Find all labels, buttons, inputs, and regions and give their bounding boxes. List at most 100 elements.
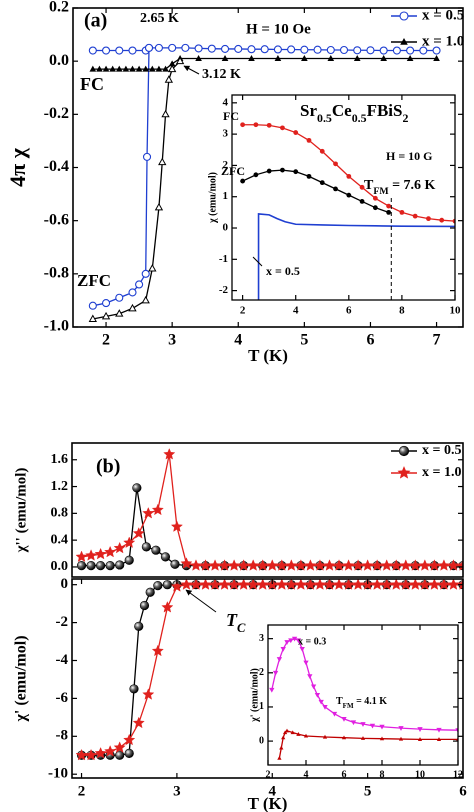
data-point	[455, 728, 458, 733]
data-point	[101, 311, 111, 320]
data-point	[306, 137, 312, 143]
data-point	[260, 45, 269, 54]
x-tick-label: 10	[450, 305, 462, 317]
data-point	[300, 45, 309, 54]
data-point	[398, 726, 404, 731]
data-point	[154, 43, 163, 52]
data-point	[359, 199, 365, 204]
annotation-part: T	[336, 696, 343, 707]
annotation: Sr0.5Ce0.5FBiS2	[300, 101, 408, 125]
data-point	[132, 527, 145, 539]
data-point	[280, 167, 285, 173]
x-tick-label: 4	[269, 783, 277, 799]
data-point	[350, 720, 357, 726]
y-axis-title: 4π χ	[5, 147, 30, 187]
data-point	[144, 43, 154, 52]
x-tick-label: 6	[366, 332, 374, 349]
data-point	[314, 693, 321, 698]
data-point	[175, 56, 185, 65]
y-tick-label: -0.8	[44, 265, 69, 282]
data-point	[163, 448, 176, 460]
data-point	[89, 65, 97, 72]
data-point	[115, 750, 125, 760]
y-tick-label: 2	[259, 667, 264, 678]
y-axis-title: χ' (emu/mol)	[249, 668, 260, 723]
data-point	[280, 125, 285, 131]
data-point	[379, 724, 385, 730]
data-point	[372, 205, 378, 211]
y-tick-label: 4	[223, 96, 229, 108]
annotation: H = 10 G	[386, 149, 433, 163]
data-point	[168, 43, 177, 52]
y-axis-title: χ (emu/mol)	[207, 172, 218, 224]
data-point	[247, 45, 256, 54]
x-tick-label: 10	[415, 769, 425, 780]
y-tick-label: 0.4	[51, 532, 69, 547]
data-point	[339, 45, 349, 55]
annotation: (a)	[84, 10, 107, 32]
x-tick-label: 5	[300, 332, 308, 349]
data-point	[102, 299, 111, 308]
data-point	[105, 561, 115, 571]
x-tick-label: 2	[266, 769, 271, 780]
data-point	[75, 550, 88, 563]
annotation: 2.65 K	[140, 11, 179, 26]
data-point	[360, 722, 366, 727]
data-point	[85, 748, 98, 761]
data-point	[372, 195, 378, 201]
annotation: FC	[80, 74, 104, 94]
inset-background	[268, 625, 458, 765]
data-point	[94, 547, 107, 560]
legend-label: x = 1.0	[422, 465, 461, 480]
data-point	[132, 716, 145, 729]
y-tick-label: 0.2	[49, 0, 69, 16]
data-point	[76, 561, 87, 571]
annotation: (b)	[96, 456, 120, 478]
data-point	[162, 580, 172, 590]
y-axis-title: χ'' (emu/mol)	[13, 468, 29, 554]
data-point	[129, 684, 139, 694]
y-tick-label: -0.6	[44, 211, 69, 228]
data-point	[248, 55, 255, 61]
plot-frame	[72, 7, 464, 328]
data-point	[392, 46, 401, 55]
data-point	[360, 736, 366, 740]
annotation: TC	[226, 610, 246, 635]
data-point	[124, 555, 134, 565]
data-point	[322, 734, 328, 739]
annotation-part: FBiS	[367, 101, 403, 120]
data-point	[253, 172, 259, 178]
data-point	[426, 216, 431, 222]
data-point	[161, 109, 170, 118]
data-point	[439, 217, 445, 223]
x-tick-label: 2	[78, 783, 86, 799]
data-point	[170, 559, 180, 569]
data-point	[96, 561, 106, 571]
data-point	[266, 168, 272, 174]
data-point	[168, 60, 176, 67]
y-tick-label: 1.2	[51, 479, 69, 494]
data-point	[88, 314, 98, 322]
data-point	[398, 736, 404, 741]
series-line	[257, 213, 455, 300]
plot-area	[269, 636, 458, 760]
data-point	[436, 737, 442, 741]
x-tick-label: 3	[173, 783, 181, 799]
series-label: x = 0.3	[298, 636, 326, 647]
data-point	[319, 180, 325, 186]
x-tick-label: 7	[433, 332, 441, 349]
data-point	[115, 65, 123, 72]
data-point	[293, 169, 299, 175]
data-point	[313, 45, 322, 54]
data-point	[142, 507, 155, 519]
annotation: 3.12 K	[202, 67, 241, 82]
data-point	[141, 269, 150, 278]
x-tick-label: 2	[240, 305, 246, 317]
x-tick-label: 4	[293, 305, 299, 317]
y-tick-label: -10	[48, 766, 68, 782]
data-point	[341, 716, 347, 722]
y-tick-label: -4	[56, 652, 69, 668]
data-point	[113, 741, 126, 753]
data-point	[128, 46, 137, 55]
